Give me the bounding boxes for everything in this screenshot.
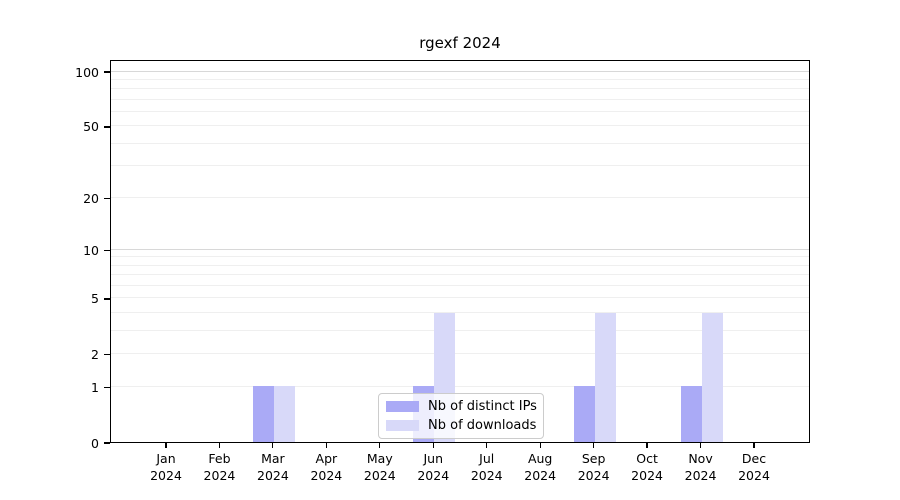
y-tick-label-20: 20 [83,190,99,206]
x-tick-label-apr: Apr 2024 [294,451,358,484]
x-tick-apr [325,443,327,448]
legend-swatch-distinct-ips [386,401,419,413]
x-tick-label-feb: Feb 2024 [187,451,251,484]
x-tick-year: 2024 [257,467,289,483]
x-tick-month: Dec [741,451,767,466]
x-tick-label-dec: Dec 2024 [722,451,786,484]
y-tick-label-0: 0 [91,435,99,451]
x-tick-year: 2024 [203,467,236,483]
x-tick-month: May [366,451,393,466]
y-tick-2 [104,354,110,356]
x-tick-label-jun: Jun 2024 [401,451,465,484]
legend: Nb of distinct IPs Nb of downloads [378,393,544,439]
grid-line-minor-7 [111,274,809,276]
grid-line-minor-40 [111,142,809,144]
x-tick-year: 2024 [524,467,557,483]
x-tick-aug [539,443,541,448]
y-tick-label-1: 1 [91,379,99,395]
legend-item-distinct-ips: Nb of distinct IPs [386,399,537,415]
y-tick-0 [104,442,110,444]
grid-line-major-100 [111,70,809,72]
legend-label-downloads: Nb of downloads [428,417,537,433]
x-tick-label-may: May 2024 [348,451,412,484]
x-tick-label-jul: Jul 2024 [455,451,519,484]
x-tick-jan [165,443,167,448]
y-tick-label-50: 50 [83,119,99,135]
y-tick-5 [104,298,110,300]
x-tick-year: 2024 [310,467,343,483]
x-tick-month: Oct [636,451,658,466]
legend-item-downloads: Nb of downloads [386,418,536,433]
y-tick-label-10: 10 [83,242,99,258]
y-tick-label-100: 100 [75,64,99,80]
x-tick-oct [646,443,648,448]
bar-distinct-ips-nov [680,386,702,442]
bar-downloads-sep [594,312,616,442]
grid-line-minor-20 [111,196,809,198]
x-tick-month: Aug [527,451,553,466]
x-tick-month: Sep [581,451,606,466]
grid-line-minor-4 [111,312,809,314]
x-tick-month: Apr [315,451,338,466]
y-tick-100 [104,71,110,73]
y-tick-50 [104,126,110,128]
x-tick-dec [753,443,755,448]
bar-distinct-ips-sep [573,386,595,442]
y-tick-label-5: 5 [91,291,99,307]
x-tick-month: Jul [479,451,495,466]
x-tick-jun [432,443,434,448]
grid-line-minor-30 [111,165,809,167]
y-tick-1 [104,386,110,388]
grid-line-minor-70 [111,98,809,100]
x-tick-label-aug: Aug 2024 [508,451,572,484]
legend-swatch-downloads [386,419,419,431]
x-tick-label-sep: Sep 2024 [562,451,626,484]
grid-line-minor-8 [111,264,809,266]
x-tick-may [379,443,381,448]
x-tick-year: 2024 [417,467,450,483]
x-tick-label-oct: Oct 2024 [615,451,679,484]
grid-line-minor-9 [111,256,809,258]
grid-line-minor-80 [111,88,809,90]
x-tick-year: 2024 [738,467,770,483]
y-tick-label-2: 2 [91,347,99,363]
x-tick-month: Jun [423,451,444,466]
x-tick-feb [218,443,221,448]
legend-label-distinct-ips: Nb of distinct IPs [428,399,537,415]
bar-distinct-ips-mar [252,386,274,442]
x-tick-label-jan: Jan 2024 [134,451,198,484]
x-tick-mar [272,443,274,448]
x-tick-year: 2024 [631,467,663,483]
x-tick-nov [699,443,702,448]
x-tick-year: 2024 [577,467,610,483]
x-tick-month: Nov [688,451,713,466]
plot-area: Nb of distinct IPs Nb of downloads [110,60,810,443]
y-tick-20 [104,197,110,199]
grid-line-minor-5 [111,297,809,299]
bar-downloads-nov [701,312,723,442]
y-tick-10 [104,249,110,251]
x-tick-jul [486,443,488,448]
x-tick-month: Feb [208,451,231,466]
x-tick-year: 2024 [363,467,396,483]
x-tick-label-mar: Mar 2024 [241,451,305,484]
grid-line-minor-1 [111,385,809,387]
x-tick-month: Mar [261,451,285,466]
grid-line-major-10 [111,248,809,250]
grid-line-minor-3 [111,330,809,332]
x-tick-sep [593,443,595,448]
x-tick-year: 2024 [470,467,503,483]
x-tick-label-nov: Nov 2024 [669,451,733,484]
grid-line-minor-2 [111,353,809,355]
x-tick-month: Jan [156,451,176,466]
grid-line-minor-90 [111,78,809,80]
grid-line-minor-50 [111,125,809,127]
chart-title: rgexf 2024 [419,34,501,52]
grid-line-minor-60 [111,111,809,113]
grid-line-minor-6 [111,285,809,287]
x-tick-year: 2024 [684,467,717,483]
x-tick-year: 2024 [150,467,182,483]
bar-downloads-mar [273,386,295,442]
